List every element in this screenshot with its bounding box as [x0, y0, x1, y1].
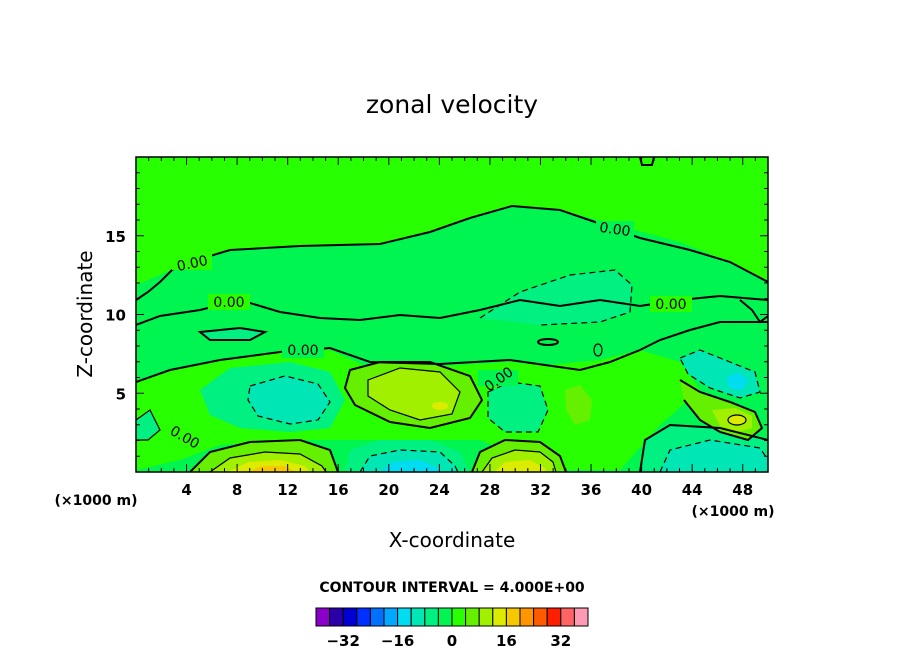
fill-bottom-cr-inner	[494, 460, 546, 472]
contour-zero-lower	[136, 321, 768, 383]
fill-pos-center-core	[432, 402, 448, 410]
contour-right-pos	[679, 379, 764, 442]
contour-bottom-left	[189, 438, 339, 472]
contour-small-loop-2	[593, 343, 603, 357]
fill-left-low	[136, 410, 160, 440]
colorbar-swatch	[437, 607, 453, 627]
colorbar-swatch	[315, 607, 331, 627]
y-tick-label: 5	[116, 385, 126, 403]
contour-label: 0.00	[176, 253, 210, 275]
contour-right-pos-core	[727, 414, 747, 426]
contour-label: 0.00	[213, 295, 244, 311]
colorbar-swatch	[369, 607, 385, 627]
x-axis-title: X-coordinate	[389, 528, 516, 552]
contour-label-bg	[478, 370, 518, 386]
colorbar-swatch	[505, 607, 521, 627]
chart-title: zonal velocity	[366, 90, 538, 119]
colorbar-swatch	[397, 607, 412, 627]
colorbar-swatch	[465, 607, 480, 627]
contour-left-mid	[197, 326, 269, 341]
contour-bottom-right-dash	[659, 439, 768, 472]
colorbar-tick-labels: −32 −16 0 16 32	[326, 632, 571, 650]
contour-label: 0.00	[287, 343, 318, 359]
fill-right-neg-core	[726, 372, 748, 390]
y-tick-label: 15	[105, 228, 126, 246]
colorbar-swatch	[329, 607, 344, 627]
colorbar-swatch	[424, 607, 439, 627]
colorbar-swatch	[478, 607, 494, 627]
fill-right-pos-core	[728, 415, 746, 425]
colorbar-swatch	[533, 607, 548, 627]
x-tick-label: 8	[232, 481, 242, 499]
colorbar-tick-label: −16	[381, 632, 414, 650]
contour-bottom-left-2	[209, 451, 327, 472]
fill-neg-left-inner	[248, 376, 330, 424]
fill-bottom-center-inner	[380, 460, 440, 472]
contour-left-low	[136, 409, 161, 441]
contour-top-notch	[639, 157, 655, 166]
x-tick-label: 24	[429, 481, 450, 499]
x-tick-label: 20	[378, 481, 399, 499]
x-tick-label: 4	[181, 481, 191, 499]
contour-zero-upper	[136, 204, 768, 301]
contour-bottom-right	[639, 423, 768, 472]
x-tick-label: 12	[277, 481, 298, 499]
colorbar-tick-label: 0	[447, 632, 457, 650]
colorbar	[315, 607, 589, 627]
x-tick-label: 40	[631, 481, 652, 499]
y-tick-label: 10	[105, 307, 126, 325]
colorbar-swatch	[342, 607, 358, 627]
x-tick-label: 44	[682, 481, 703, 499]
colorbar-swatch	[356, 607, 371, 627]
colorbar-tick-label: −32	[326, 632, 359, 650]
colorbar-swatch	[573, 607, 589, 627]
contour-label-bg	[596, 221, 634, 237]
colorbar-tick-label: 16	[496, 632, 517, 650]
axis-ticks	[136, 157, 768, 472]
x-tick-label: 32	[530, 481, 551, 499]
x-unit-label-left: (×1000 m)	[55, 493, 138, 509]
colorbar-swatch	[451, 607, 467, 627]
x-tick-label: 36	[581, 481, 602, 499]
contour-label: 0.00	[655, 297, 686, 313]
contour-label-bg	[208, 294, 250, 310]
fill-neg-cr	[488, 382, 548, 432]
contour-neg-cr	[487, 381, 549, 433]
colorbar-tick-label: 32	[550, 632, 571, 650]
contour-bottom-cr	[471, 438, 567, 472]
contour-bottom-center	[359, 449, 459, 472]
contour-small-loop	[537, 338, 559, 346]
fill-bottom-left-core	[248, 466, 296, 472]
x-unit-label-right: (×1000 m)	[692, 504, 775, 520]
contour-upper-neg	[479, 269, 633, 326]
contour-label-bg	[650, 296, 692, 312]
contour-label-bg	[165, 430, 205, 446]
x-tick-label: 16	[328, 481, 349, 499]
colorbar-swatch	[410, 607, 426, 627]
contour-neg-left	[247, 375, 331, 425]
contour-pos-center-inner	[367, 367, 461, 421]
x-tick-label: 48	[732, 481, 753, 499]
fill-band-upper-weak	[480, 270, 632, 325]
plot-area	[136, 157, 768, 472]
contour-label-bg	[282, 342, 324, 358]
contour-label-bg	[172, 254, 212, 270]
contour-interval: CONTOUR INTERVAL = 4.000E+00	[319, 580, 585, 596]
x-tick-label: 28	[479, 481, 500, 499]
colorbar-swatch	[383, 607, 399, 627]
contour-ur-wiggle	[739, 299, 768, 324]
y-axis-title: Z-coordinate	[73, 250, 97, 377]
contour-right-neg	[679, 349, 761, 399]
contour-label: 0.00	[598, 220, 631, 240]
colorbar-swatch	[492, 607, 507, 627]
contour-bottom-cr-2	[481, 449, 557, 472]
fill-pos-r	[565, 385, 592, 425]
colorbar-swatch	[519, 607, 535, 627]
colorbar-swatch	[546, 607, 562, 627]
contour-pos-center	[343, 361, 484, 430]
colorbar-swatch	[560, 607, 575, 627]
fill-bottom-right-inner	[660, 440, 768, 472]
